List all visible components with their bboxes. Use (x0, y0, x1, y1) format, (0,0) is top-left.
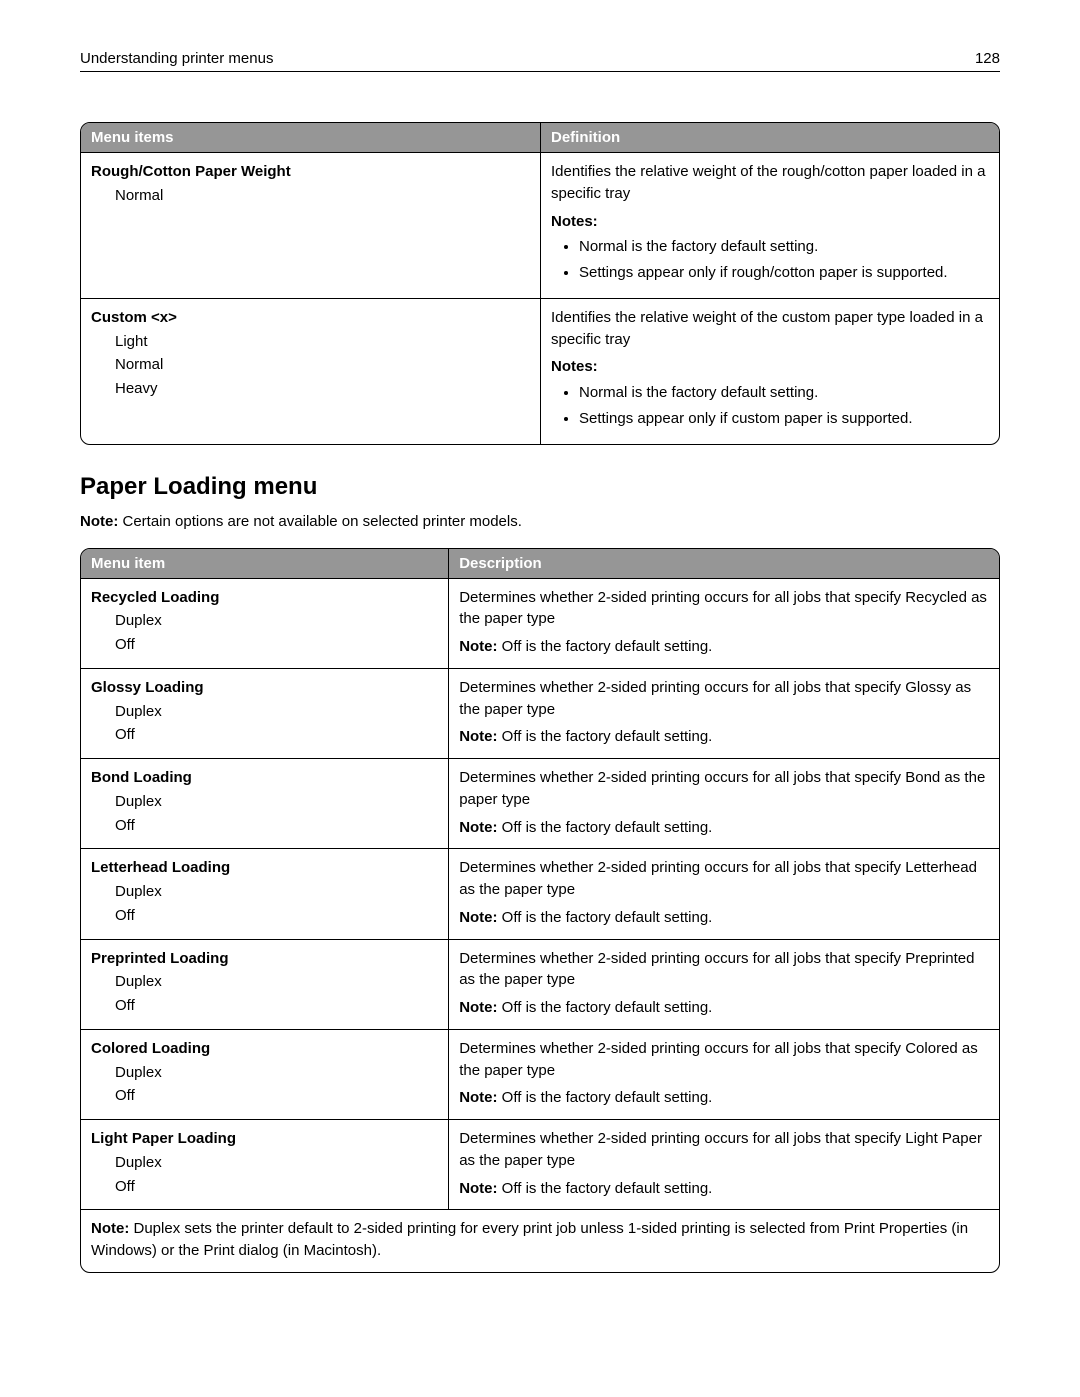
table-row: Letterhead Loading Duplex Off Determines… (81, 848, 999, 938)
page-number: 128 (975, 50, 1000, 67)
note-item: Settings appear only if custom paper is … (579, 408, 989, 430)
table-row: Glossy Loading Duplex Off Determines whe… (81, 668, 999, 758)
menu-option: Off (115, 1085, 438, 1107)
menu-option: Off (115, 1176, 438, 1198)
menu-item-options: Duplex Off (91, 701, 438, 747)
description-text: Determines whether 2‑sided printing occu… (459, 1038, 989, 1082)
description-text: Determines whether 2‑sided printing occu… (459, 857, 989, 901)
menu-item-title: Glossy Loading (91, 677, 438, 699)
table-row: Rough/Cotton Paper Weight Normal Identif… (81, 152, 999, 298)
menu-item-title: Rough/Cotton Paper Weight (91, 161, 530, 183)
notes-label: Notes: (551, 211, 989, 233)
description-note: Note: Off is the factory default setting… (459, 1087, 989, 1109)
menu-item-title: Custom <x> (91, 307, 530, 329)
section-note: Note: Certain options are not available … (80, 513, 1000, 530)
section-note-label: Note: (80, 513, 118, 530)
menu-item-title: Light Paper Loading (91, 1128, 438, 1150)
description-note: Note: Off is the factory default setting… (459, 907, 989, 929)
menu-item-options: Duplex Off (91, 971, 438, 1017)
section-heading: Paper Loading menu (80, 473, 1000, 501)
menu-option: Heavy (115, 378, 530, 400)
note-label: Note: (459, 1180, 497, 1197)
definition-text: Identifies the relative weight of the cu… (551, 307, 989, 351)
menu-item-options: Duplex Off (91, 1152, 438, 1198)
note-item: Settings appear only if rough/cotton pap… (579, 262, 989, 284)
t2-col-menu-item: Menu item (81, 549, 448, 578)
footer-note-label: Note: (91, 1220, 129, 1237)
description-text: Determines whether 2‑sided printing occu… (459, 948, 989, 992)
note-label: Note: (459, 819, 497, 836)
note-text: Off is the factory default setting. (498, 909, 713, 926)
description-note: Note: Off is the factory default setting… (459, 817, 989, 839)
description-note: Note: Off is the factory default setting… (459, 1178, 989, 1200)
menu-item-options: Duplex Off (91, 791, 438, 837)
definition-text: Identifies the relative weight of the ro… (551, 161, 989, 205)
note-text: Off is the factory default setting. (498, 1089, 713, 1106)
menu-option: Duplex (115, 971, 438, 993)
menu-option: Off (115, 634, 438, 656)
note-label: Note: (459, 909, 497, 926)
menu-item-title: Preprinted Loading (91, 948, 438, 970)
menu-option: Duplex (115, 1062, 438, 1084)
menu-option: Off (115, 905, 438, 927)
menu-option: Off (115, 724, 438, 746)
header-title: Understanding printer menus (80, 50, 273, 67)
menu-item-options: Duplex Off (91, 1062, 438, 1108)
description-text: Determines whether 2‑sided printing occu… (459, 767, 989, 811)
note-text: Off is the factory default setting. (498, 1180, 713, 1197)
paper-weight-table: Menu items Definition Rough/Cotton Paper… (80, 122, 1000, 445)
description-text: Determines whether 2‑sided printing occu… (459, 587, 989, 631)
note-item: Normal is the factory default setting. (579, 236, 989, 258)
description-note: Note: Off is the factory default setting… (459, 726, 989, 748)
description-note: Note: Off is the factory default setting… (459, 636, 989, 658)
note-label: Note: (459, 638, 497, 655)
menu-option: Normal (115, 185, 530, 207)
menu-item-title: Bond Loading (91, 767, 438, 789)
menu-option: Duplex (115, 881, 438, 903)
notes-list: Normal is the factory default setting. S… (551, 236, 989, 284)
table-row: Custom <x> Light Normal Heavy Identifies… (81, 298, 999, 444)
note-label: Note: (459, 728, 497, 745)
notes-list: Normal is the factory default setting. S… (551, 382, 989, 430)
menu-item-options: Duplex Off (91, 881, 438, 927)
note-label: Note: (459, 999, 497, 1016)
paper-loading-table: Menu item Description Recycled Loading D… (80, 548, 1000, 1273)
table-row: Bond Loading Duplex Off Determines wheth… (81, 758, 999, 848)
note-text: Off is the factory default setting. (498, 728, 713, 745)
notes-label: Notes: (551, 356, 989, 378)
note-label: Note: (459, 1089, 497, 1106)
note-text: Off is the factory default setting. (498, 819, 713, 836)
menu-option: Duplex (115, 701, 438, 723)
menu-item-title: Colored Loading (91, 1038, 438, 1060)
description-note: Note: Off is the factory default setting… (459, 997, 989, 1019)
menu-option: Normal (115, 354, 530, 376)
t1-col-definition: Definition (540, 123, 999, 152)
description-text: Determines whether 2‑sided printing occu… (459, 677, 989, 721)
menu-item-title: Recycled Loading (91, 587, 438, 609)
table-row: Colored Loading Duplex Off Determines wh… (81, 1029, 999, 1119)
t2-col-description: Description (448, 549, 999, 578)
menu-item-options: Duplex Off (91, 610, 438, 656)
note-item: Normal is the factory default setting. (579, 382, 989, 404)
table-row: Light Paper Loading Duplex Off Determine… (81, 1119, 999, 1209)
page-header: Understanding printer menus 128 (80, 50, 1000, 72)
section-note-text: Certain options are not available on sel… (118, 513, 522, 530)
table-row: Recycled Loading Duplex Off Determines w… (81, 578, 999, 668)
menu-option: Off (115, 815, 438, 837)
menu-option: Duplex (115, 1152, 438, 1174)
note-text: Off is the factory default setting. (498, 638, 713, 655)
menu-item-title: Letterhead Loading (91, 857, 438, 879)
table-row: Preprinted Loading Duplex Off Determines… (81, 939, 999, 1029)
menu-option: Light (115, 331, 530, 353)
table-footer-note: Note: Duplex sets the printer default to… (81, 1209, 999, 1272)
note-text: Off is the factory default setting. (498, 999, 713, 1016)
footer-note-text: Duplex sets the printer default to 2‑sid… (91, 1220, 968, 1259)
description-text: Determines whether 2‑sided printing occu… (459, 1128, 989, 1172)
menu-option: Duplex (115, 791, 438, 813)
menu-item-options: Normal (91, 185, 530, 207)
menu-option: Off (115, 995, 438, 1017)
t1-col-menu-items: Menu items (81, 123, 540, 152)
menu-option: Duplex (115, 610, 438, 632)
menu-item-options: Light Normal Heavy (91, 331, 530, 400)
